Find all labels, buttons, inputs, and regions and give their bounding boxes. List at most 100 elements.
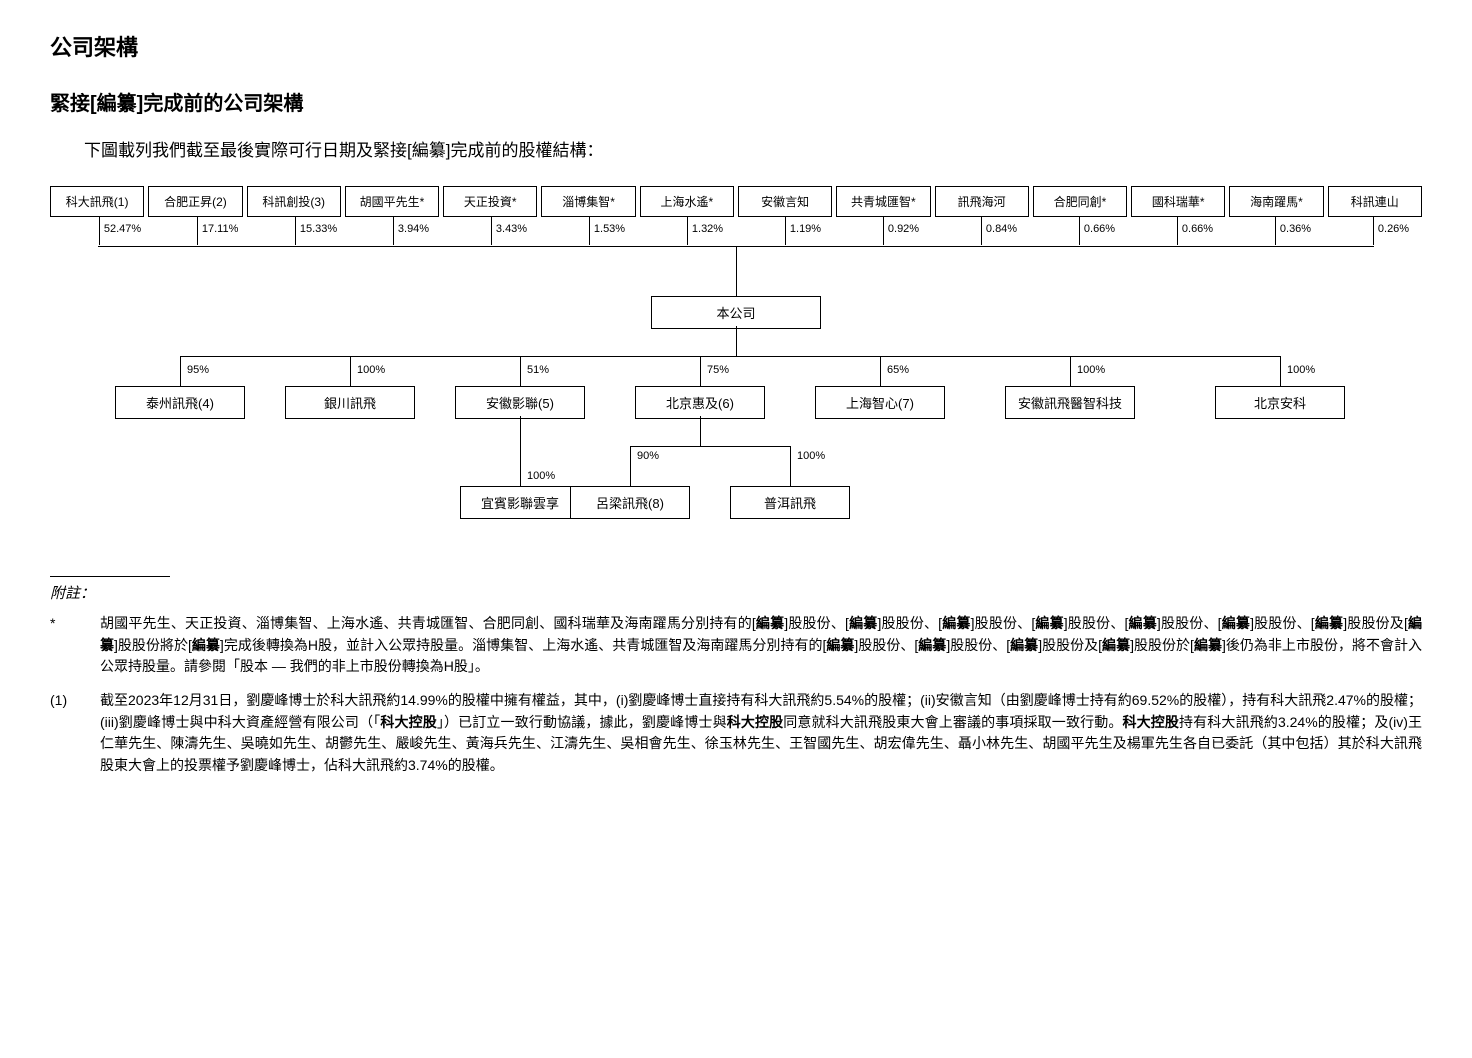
connector-line (687, 217, 688, 245)
percent-cell: 0.26% (1324, 217, 1422, 245)
subsidiary-box: 北京惠及(6) (635, 386, 765, 419)
connector-line (491, 217, 492, 245)
percent-row: 52.47% 17.11% 15.33% 3.94% 3.43% 1.53% 1.32% 1.… (50, 217, 1422, 245)
percent-label: 100% (525, 470, 557, 482)
connector-line (1079, 217, 1080, 245)
percent-cell: 3.94% (344, 217, 442, 245)
connector-line (589, 217, 590, 245)
connector-line (700, 416, 701, 446)
connector-line (1177, 217, 1178, 245)
subsubsidiary-box: 宜賓影聯雲享 (460, 486, 580, 519)
connector-line (393, 217, 394, 245)
percent-cell: 0.66% (1030, 217, 1128, 245)
percent-label: 17.11% (202, 223, 239, 235)
percent-cell: 15.33% (246, 217, 344, 245)
connector-line (520, 356, 521, 386)
percent-label: 0.66% (1084, 223, 1115, 235)
note-item: *胡國平先生、天正投資、淄博集智、上海水遙、共青城匯智、合肥同創、國科瑞華及海南… (50, 613, 1422, 678)
connector-line (630, 446, 631, 486)
connector-line (1280, 356, 1281, 386)
subsidiary-box: 銀川訊飛 (285, 386, 415, 419)
connector-line (700, 356, 701, 386)
shareholder-box: 科訊創投(3) (247, 186, 341, 217)
percent-label: 65% (885, 364, 911, 376)
connector-line (197, 217, 198, 245)
notes-header: 附註： (50, 582, 1422, 603)
percent-label: 1.19% (790, 223, 821, 235)
connector-line (883, 217, 884, 245)
connector-line (785, 217, 786, 245)
chart-caption: 下圖載列我們截至最後實際可行日期及緊接[編纂]完成前的股權結構： (50, 136, 1422, 161)
percent-label: 52.47% (104, 223, 141, 235)
shareholder-box: 國科瑞華* (1131, 186, 1225, 217)
subsidiary-box: 泰州訊飛(4) (115, 386, 245, 419)
connector-line (295, 217, 296, 245)
percent-label: 0.66% (1182, 223, 1213, 235)
shareholder-box: 合肥同創* (1033, 186, 1127, 217)
percent-cell: 3.43% (442, 217, 540, 245)
percent-cell: 0.66% (1128, 217, 1226, 245)
shareholder-box: 訊飛海河 (935, 186, 1029, 217)
shareholder-box: 安徽言知 (738, 186, 832, 217)
percent-cell: 1.53% (540, 217, 638, 245)
connector-line (790, 446, 791, 486)
percent-label: 1.32% (692, 223, 723, 235)
percent-label: 95% (185, 364, 211, 376)
connector-line (736, 326, 737, 356)
percent-label: 1.53% (594, 223, 625, 235)
connector-line (981, 217, 982, 245)
section-subtitle: 緊接[編纂]完成前的公司架構 (50, 87, 1422, 116)
shareholder-box: 共青城匯智* (836, 186, 930, 217)
shareholder-box: 天正投資* (443, 186, 537, 217)
note-marker: * (50, 613, 100, 678)
percent-label: 0.84% (986, 223, 1017, 235)
note-item: (1)截至2023年12月31日，劉慶峰博士於科大訊飛約14.99%的股權中擁有… (50, 690, 1422, 777)
percent-label: 100% (1285, 364, 1317, 376)
percent-label: 51% (525, 364, 551, 376)
percent-label: 3.94% (398, 223, 429, 235)
percent-cell: 1.32% (638, 217, 736, 245)
percent-label: 100% (355, 364, 387, 376)
connector-line (99, 217, 100, 245)
shareholder-box: 胡國平先生* (345, 186, 439, 217)
percent-label: 15.33% (300, 223, 337, 235)
subsidiary-box: 安徽影聯(5) (455, 386, 585, 419)
shareholder-box: 上海水遙* (640, 186, 734, 217)
note-text: 截至2023年12月31日，劉慶峰博士於科大訊飛約14.99%的股權中擁有權益，… (100, 690, 1422, 777)
company-box: 本公司 (651, 296, 821, 329)
connector-line (880, 356, 881, 386)
subsidiary-box: 安徽訊飛醫智科技 (1005, 386, 1135, 419)
shareholder-box: 科訊連山 (1328, 186, 1422, 217)
percent-label: 75% (705, 364, 731, 376)
percent-label: 100% (1075, 364, 1107, 376)
percent-label: 0.26% (1378, 223, 1409, 235)
connector-line (736, 246, 737, 296)
percent-cell: 52.47% (50, 217, 148, 245)
percent-label: 90% (635, 450, 661, 462)
note-text: 胡國平先生、天正投資、淄博集智、上海水遙、共青城匯智、合肥同創、國科瑞華及海南躍… (100, 613, 1422, 678)
notes-divider (50, 576, 170, 577)
connector-line (1070, 356, 1071, 386)
notes-list: *胡國平先生、天正投資、淄博集智、上海水遙、共青城匯智、合肥同創、國科瑞華及海南… (50, 613, 1422, 777)
percent-cell: 0.84% (932, 217, 1030, 245)
shareholder-box: 合肥正昇(2) (148, 186, 242, 217)
connector-line (180, 356, 181, 386)
percent-cell: 0.36% (1226, 217, 1324, 245)
connector-line (520, 466, 521, 486)
percent-label: 0.36% (1280, 223, 1311, 235)
percent-label: 3.43% (496, 223, 527, 235)
subsubsidiary-box: 普洱訊飛 (730, 486, 850, 519)
note-marker: (1) (50, 690, 100, 777)
shareholder-box: 海南躍馬* (1229, 186, 1323, 217)
subsubsidiary-box: 呂梁訊飛(8) (570, 486, 690, 519)
shareholder-row: 科大訊飛(1)合肥正昇(2)科訊創投(3)胡國平先生*天正投資*淄博集智*上海水… (50, 186, 1422, 217)
percent-label: 0.92% (888, 223, 919, 235)
connector-line (180, 356, 1280, 357)
subsidiary-box: 北京安科 (1215, 386, 1345, 419)
connector-line (1275, 217, 1276, 245)
connector-line (630, 446, 790, 447)
connector-line (520, 416, 521, 466)
subsidiary-box: 上海智心(7) (815, 386, 945, 419)
percent-cell: 17.11% (148, 217, 246, 245)
connector-line (350, 356, 351, 386)
